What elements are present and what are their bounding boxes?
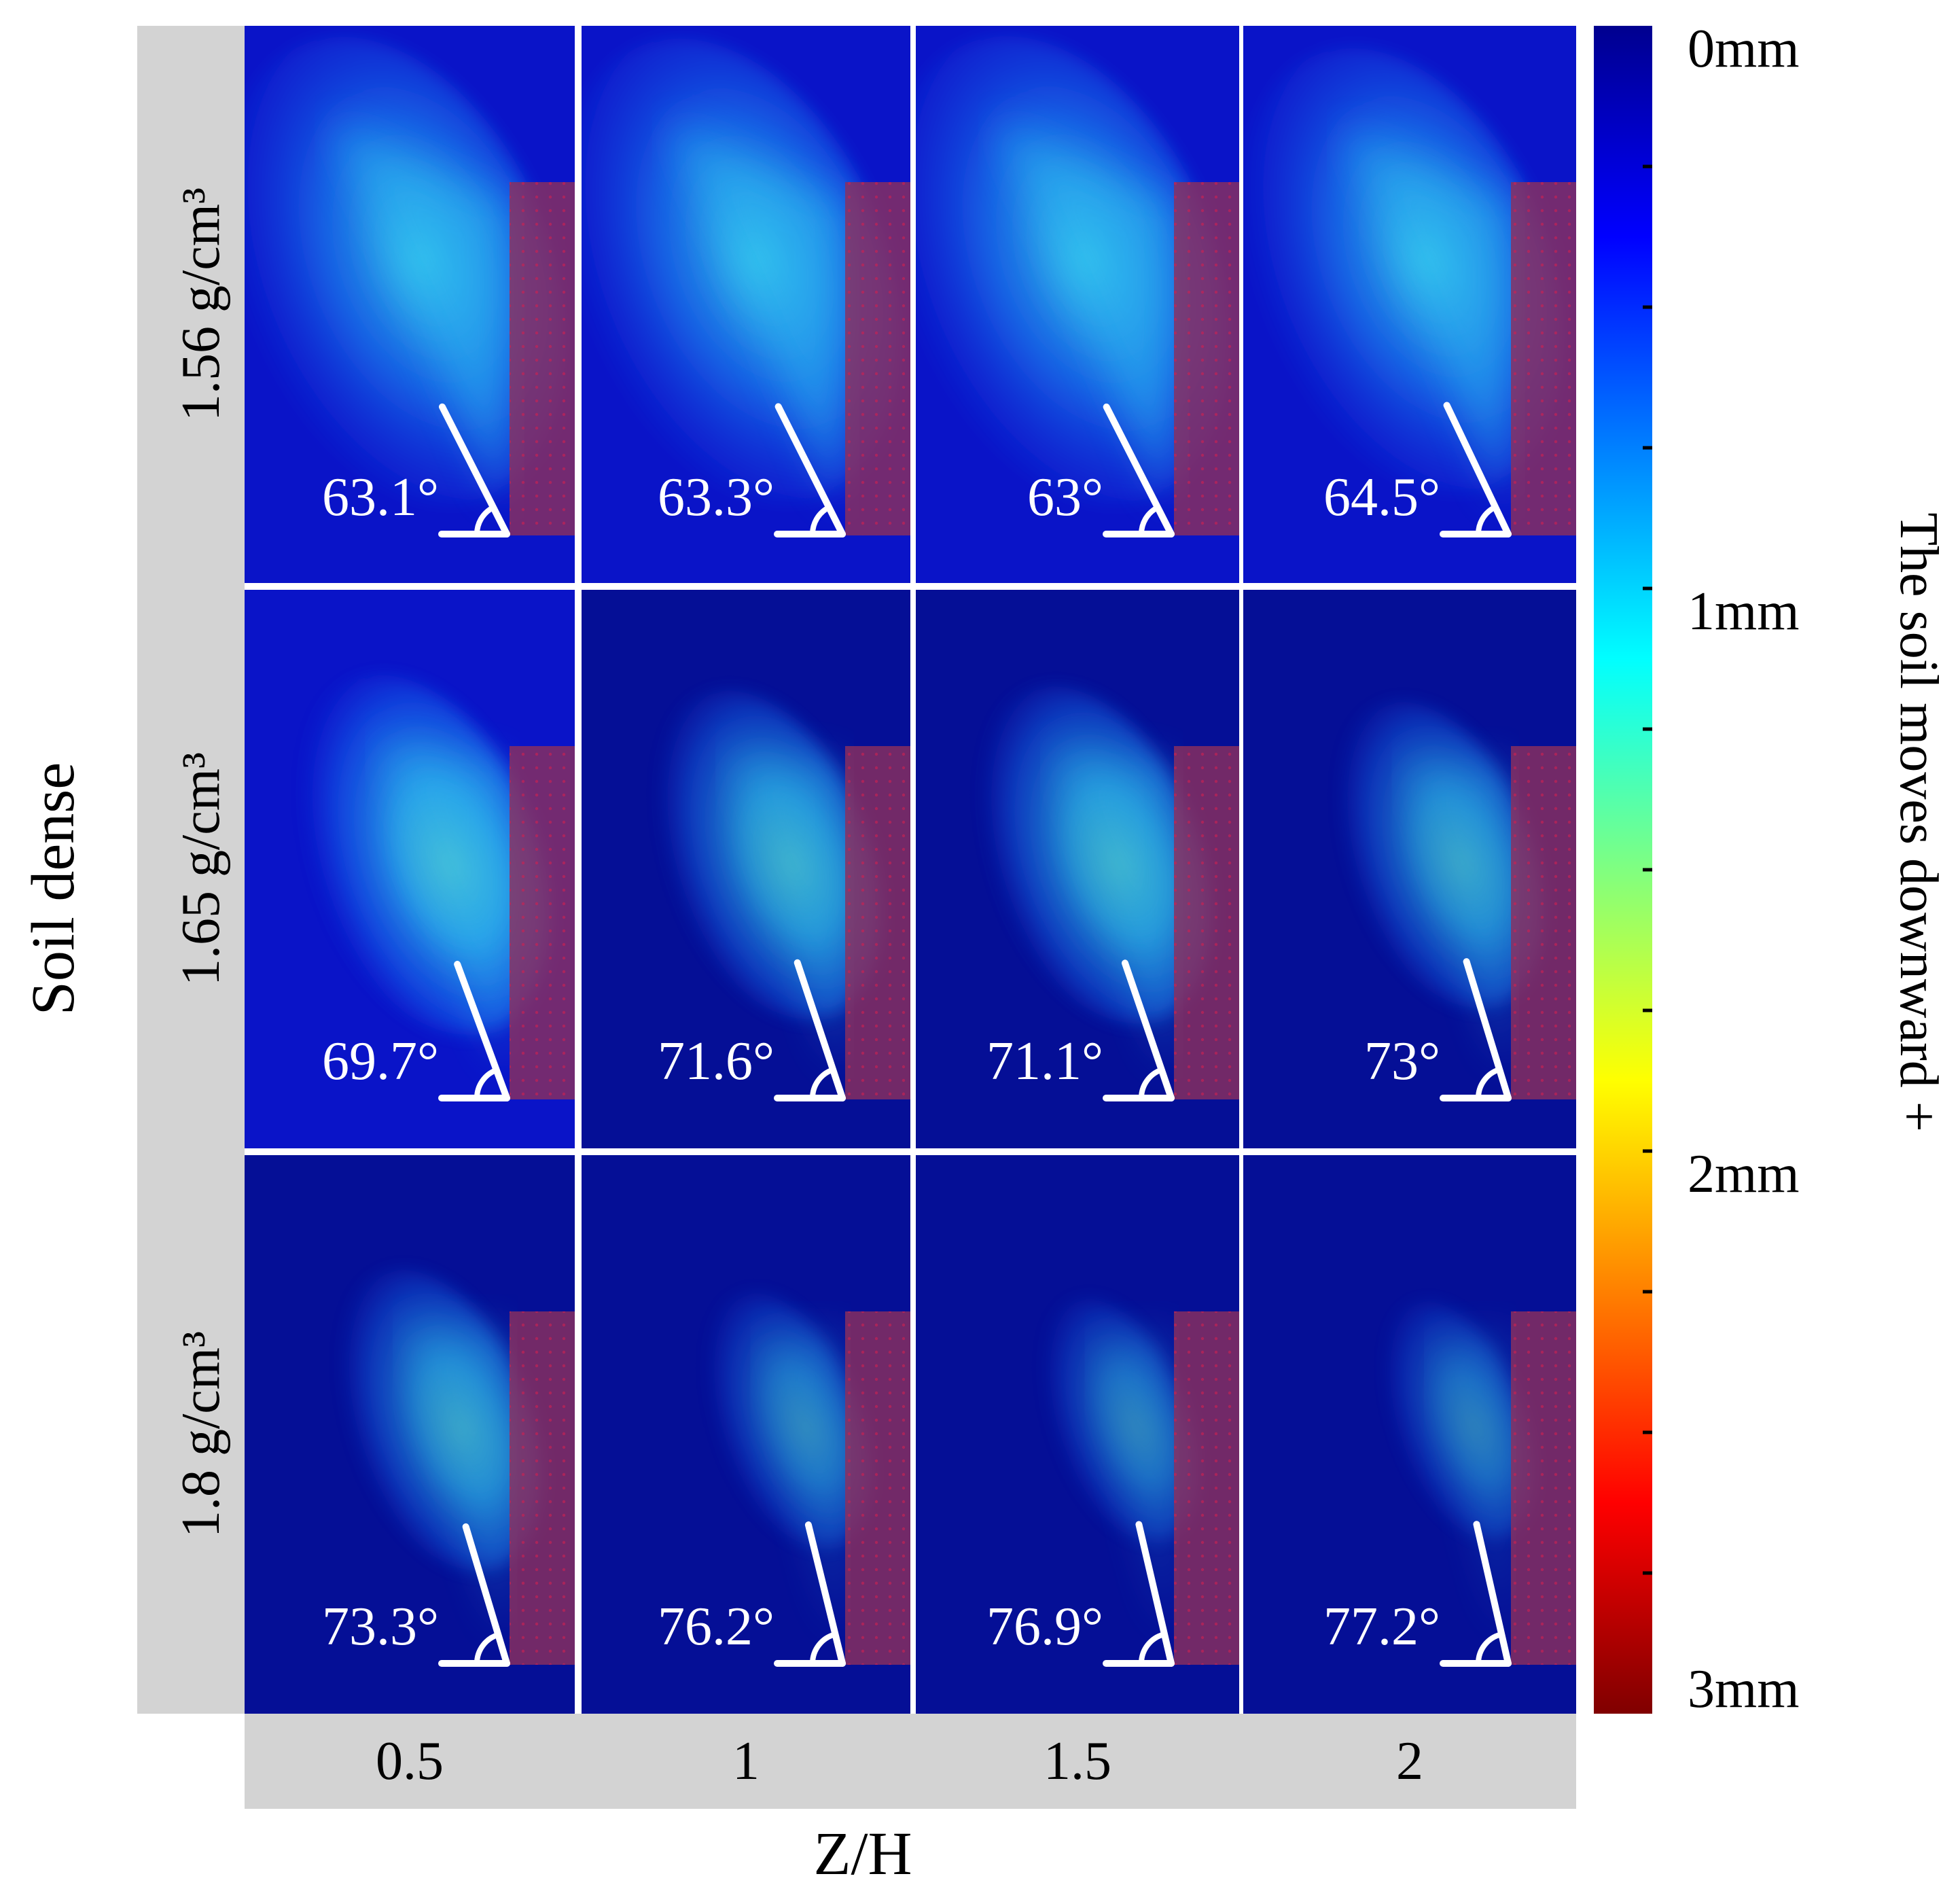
angle-slope-line [1121, 959, 1175, 1101]
colorbar-tick-labels: 0mm 1mm 2mm 3mm [1688, 19, 1799, 1719]
angle-arc [1476, 504, 1497, 535]
colorbar-tick-label: 2mm [1688, 1144, 1799, 1204]
heatmap-panel: 63° [916, 26, 1239, 583]
displacement-wedge [1052, 749, 1171, 1072]
angle-arc [810, 1067, 834, 1099]
angle-slope-line [1135, 1521, 1175, 1667]
row-label: 1.8 g/cm³ [171, 1331, 231, 1538]
wall-markers [845, 182, 910, 535]
displacement-wedge [403, 1325, 507, 1638]
heatmap-panel: 76.2° [582, 1155, 910, 1714]
wall-markers [845, 1311, 910, 1665]
angle-slope-line [454, 961, 510, 1101]
angle-label: 71.6° [658, 1031, 774, 1091]
angle-slope-line [1463, 958, 1512, 1101]
wall-markers [1174, 746, 1239, 1099]
angle-arc [810, 505, 831, 535]
row-header-strip [137, 26, 245, 1714]
displacement-wedge [1092, 1332, 1171, 1638]
angle-slope-line [438, 403, 510, 537]
heatmap-panel: 69.7° [245, 590, 575, 1148]
angle-arc [1139, 505, 1160, 535]
angle-label: 76.9° [986, 1597, 1103, 1657]
angle-label: 63° [1027, 467, 1103, 527]
colorbar-tick-label: 1mm [1688, 582, 1799, 641]
wall-markers [1174, 182, 1239, 535]
colorbar-ticks [1643, 164, 1652, 1575]
col-label: 1 [732, 1731, 760, 1791]
angle-arc [1476, 1067, 1501, 1099]
angle-label: 71.1° [986, 1031, 1103, 1091]
heatmap-panel: 71.1° [916, 590, 1239, 1148]
angle-slope-line [1473, 1521, 1512, 1667]
displacement-wedge [759, 1332, 842, 1638]
row-label: 1.56 g/cm³ [171, 188, 231, 421]
angle-label: 64.5° [1323, 467, 1440, 527]
row-labels: 1.56 g/cm³ 1.65 g/cm³ 1.8 g/cm³ [171, 188, 231, 1538]
angle-slope-line [804, 1521, 846, 1667]
heatmap-panels: 63.1° 63.3° 63° 64.5° 69.7° 71.6° 71.1° 73° 73.3… [245, 26, 1576, 1714]
y-axis-title: Soil dense [20, 762, 87, 1015]
displacement-wedge [669, 125, 842, 509]
col-label: 1.5 [1044, 1731, 1111, 1791]
angle-arc [474, 505, 495, 535]
wall-markers [510, 746, 575, 1099]
displacement-wedge [1431, 1332, 1508, 1638]
angle-label: 63.1° [322, 467, 439, 527]
wall-markers [510, 1311, 575, 1665]
angle-label: 69.7° [322, 1031, 439, 1091]
angle-arc [1476, 1631, 1503, 1664]
angle-slope-line [774, 403, 846, 537]
col-label: 0.5 [376, 1731, 444, 1791]
wall-markers [845, 746, 910, 1099]
angle-slope-line [794, 959, 846, 1101]
displacement-wedge [378, 741, 507, 1072]
heatmap-panel: 63.3° [582, 26, 910, 583]
angle-label: 77.2° [1323, 1597, 1440, 1657]
displacement-wedge [1402, 758, 1508, 1072]
wall-markers [1511, 746, 1576, 1099]
wall-markers [1511, 1311, 1576, 1665]
displacement-wedge [727, 751, 842, 1072]
wall-markers [510, 182, 575, 535]
angle-arc [474, 1067, 498, 1099]
heatmap-panel: 76.9° [916, 1155, 1239, 1714]
displacement-wedge [996, 124, 1171, 508]
angle-slope-line [1103, 403, 1175, 537]
colorbar-tick-label: 0mm [1688, 19, 1799, 79]
angle-label: 76.2° [658, 1597, 774, 1657]
displacement-wedge [332, 124, 507, 508]
angle-arc [474, 1632, 499, 1664]
heatmap-panel: 64.5° [1243, 26, 1576, 583]
col-header-strip [245, 1714, 1576, 1809]
colorbar [1594, 26, 1652, 1714]
heatmap-panel: 71.6° [582, 590, 910, 1148]
wall-markers [1511, 182, 1576, 535]
angle-label: 73.3° [322, 1597, 439, 1657]
row-label: 1.65 g/cm³ [171, 752, 231, 986]
heatmap-panel: 77.2° [1243, 1155, 1576, 1714]
wall-markers [1174, 1311, 1239, 1665]
angle-slope-line [1443, 402, 1512, 537]
heatmap-panel: 73.3° [245, 1155, 575, 1714]
heatmap-panel: 73° [1243, 590, 1576, 1148]
angle-arc [810, 1631, 836, 1664]
angle-label: 63.3° [658, 467, 774, 527]
x-axis-title: Z/H [814, 1820, 912, 1888]
colorbar-tick-label: 3mm [1688, 1659, 1799, 1719]
angle-slope-line [462, 1523, 510, 1667]
col-labels: 0.5 1 1.5 2 [376, 1731, 1423, 1791]
angle-arc [1139, 1067, 1163, 1099]
displacement-wedge [1343, 131, 1508, 508]
heatmap-panel: 63.1° [245, 26, 575, 583]
angle-arc [1139, 1631, 1166, 1664]
colorbar-title: The soil moves downward + [1889, 512, 1948, 1132]
angle-label: 73° [1364, 1031, 1440, 1091]
col-label: 2 [1396, 1731, 1423, 1791]
